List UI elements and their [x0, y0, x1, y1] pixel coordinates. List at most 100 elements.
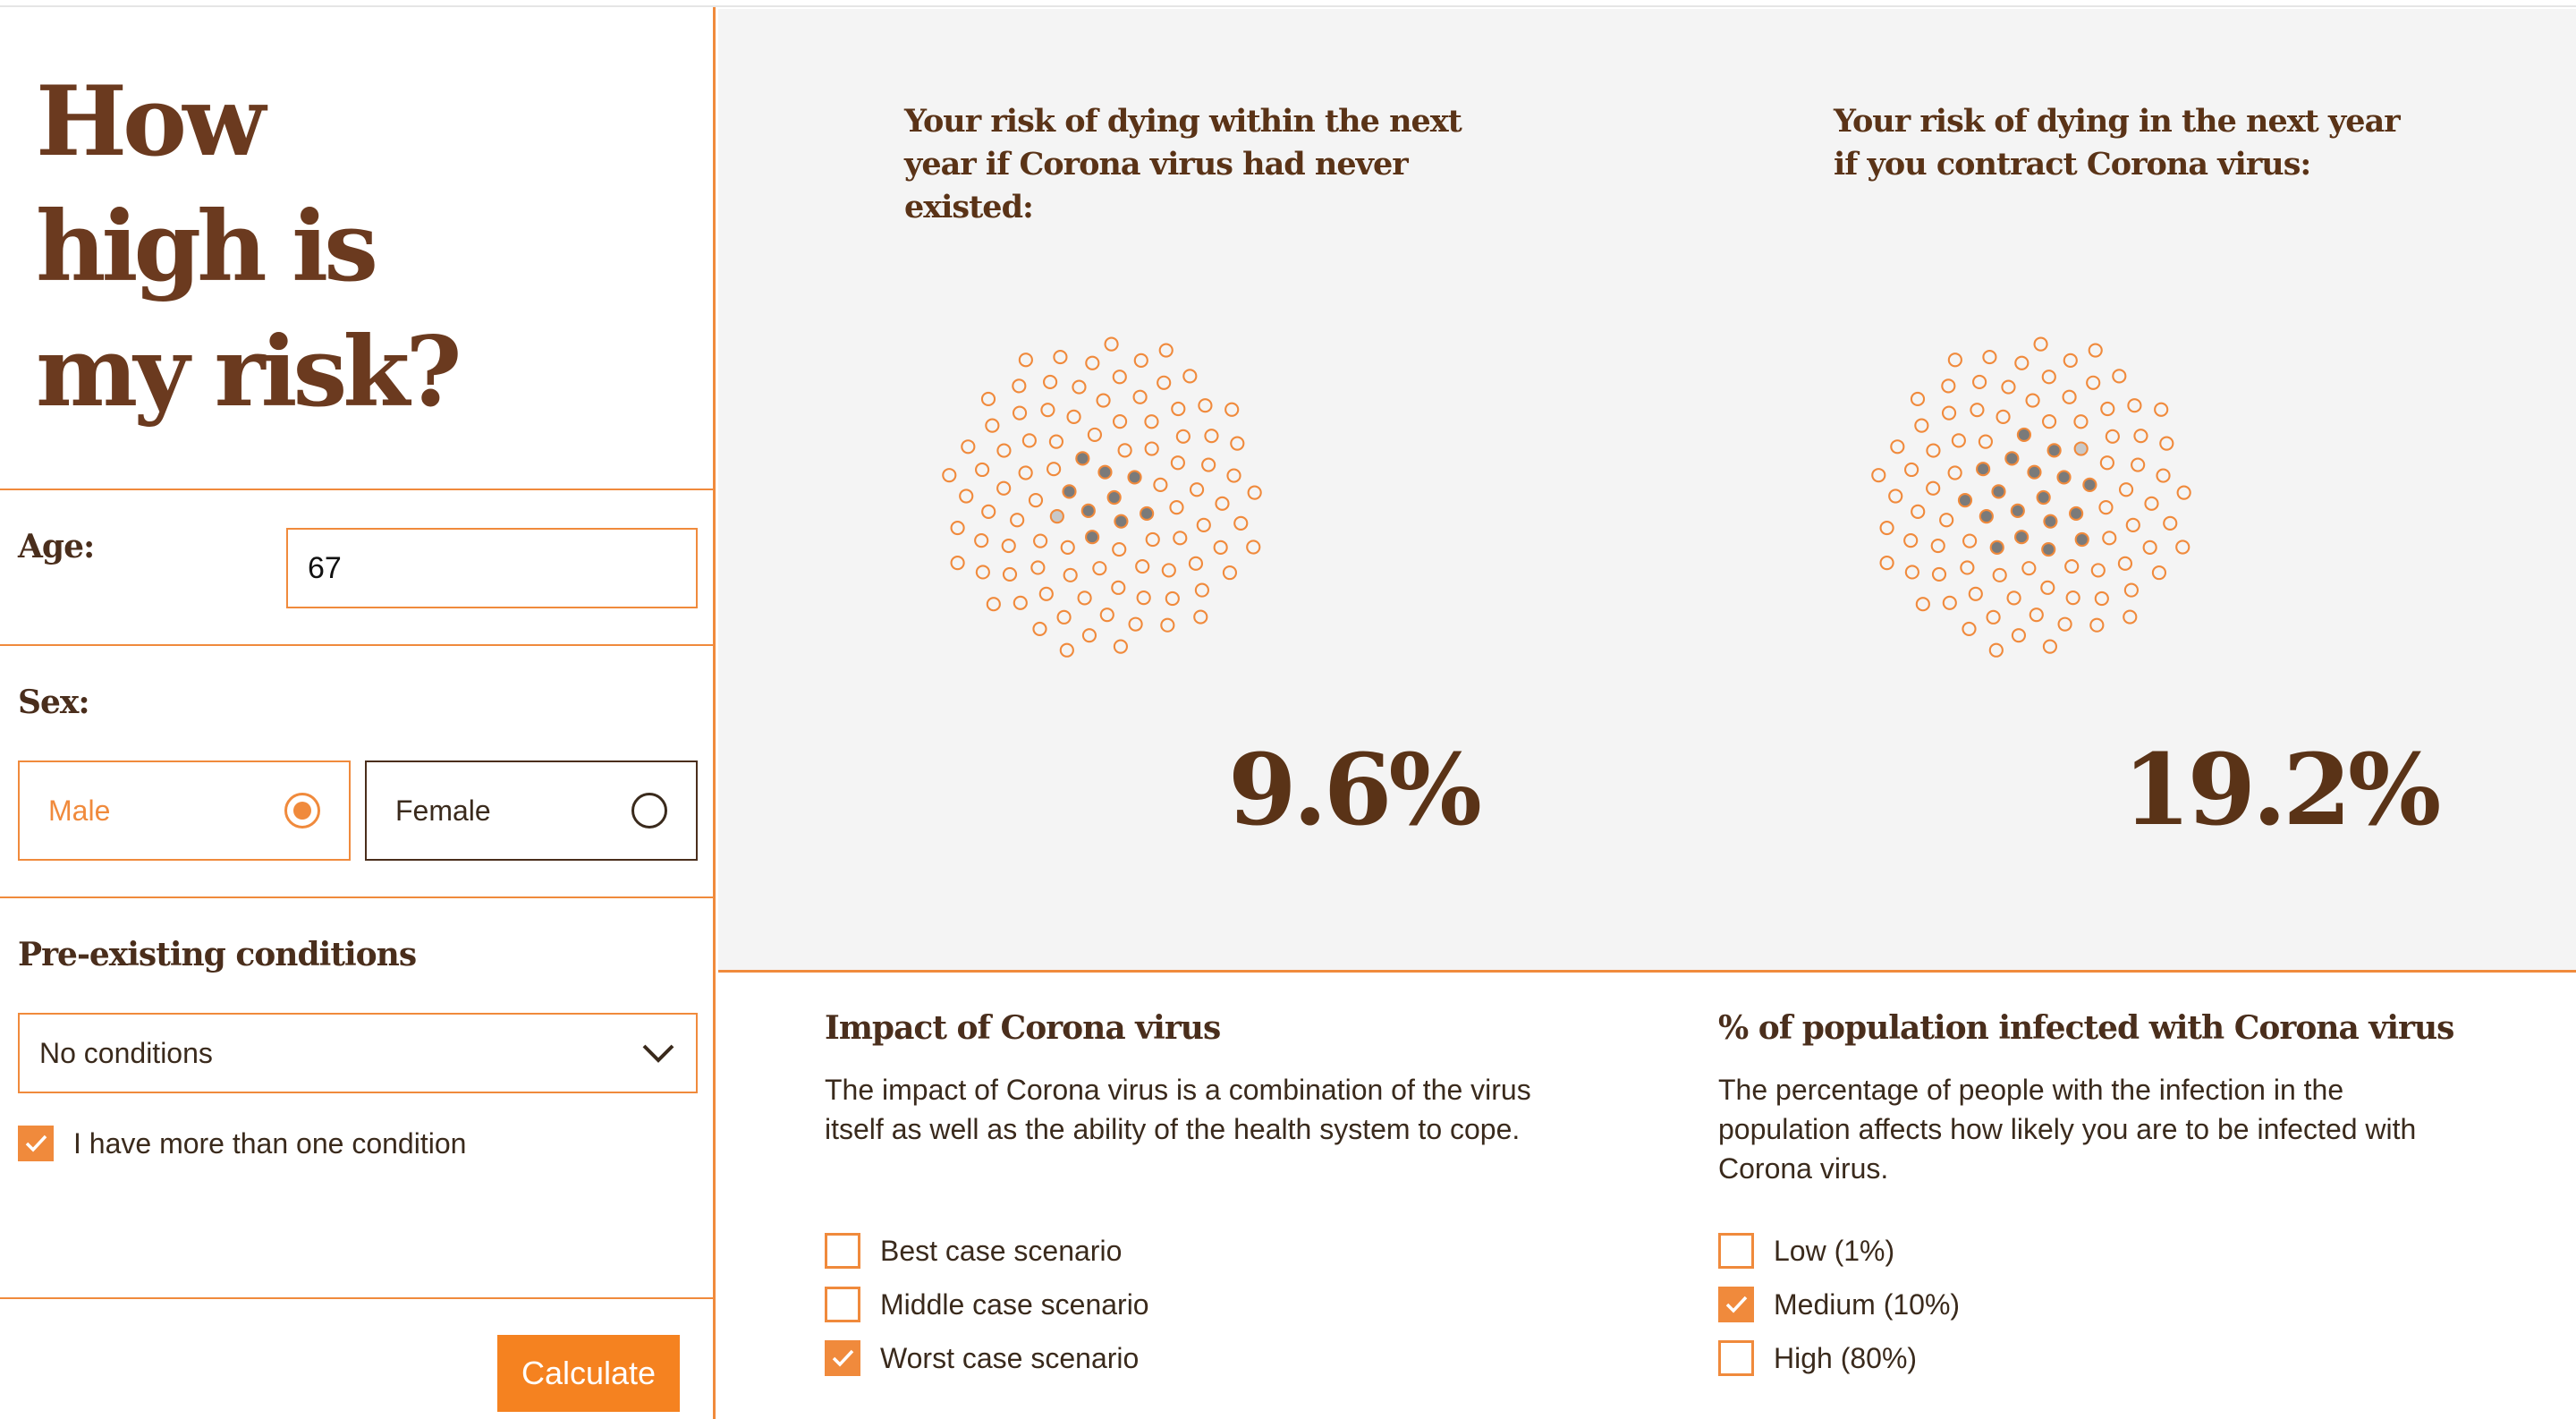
risk-dot-empty	[1233, 515, 1249, 531]
risk-dot-empty	[2041, 414, 2057, 429]
conditions-select[interactable]: No conditions	[18, 1013, 698, 1093]
population-option[interactable]: High (80%)	[1718, 1340, 1917, 1376]
risk-dot-empty	[1112, 414, 1128, 429]
risk-dot-empty	[1012, 405, 1028, 421]
risk-dot-empty	[1903, 533, 1919, 548]
risk-dot-empty	[980, 391, 996, 407]
risk-dot-empty	[1986, 609, 2001, 625]
risk-dot-empty	[1196, 517, 1211, 532]
risk-dot-empty	[1136, 591, 1151, 606]
risk-dot-empty	[2144, 496, 2159, 511]
risk-dot-empty	[1942, 595, 1957, 610]
sex-option-female[interactable]: Female	[365, 760, 698, 861]
sex-label: Sex:	[18, 684, 90, 721]
radio-selected-icon	[284, 793, 320, 828]
risk-dot-empty	[1053, 349, 1068, 365]
risk-dot-filled	[2082, 477, 2097, 492]
risk-dot-empty	[1063, 567, 1078, 582]
risk-dot-filled	[1140, 506, 1155, 522]
risk-dot-empty	[1888, 489, 1903, 504]
risk-dot-filled	[2014, 530, 2029, 545]
risk-dot-empty	[1013, 595, 1028, 610]
risk-dot-empty	[2123, 609, 2138, 625]
risk-dot-empty	[2176, 485, 2191, 500]
checkbox-checked-icon	[825, 1340, 860, 1376]
risk-dot-empty	[2102, 531, 2117, 546]
risk-dot-empty	[2105, 429, 2120, 444]
risk-dot-empty	[1081, 628, 1097, 643]
risk-dot-empty	[1113, 639, 1129, 654]
risk-dot-filled	[2046, 443, 2062, 458]
risk-dot-filled	[2027, 464, 2042, 480]
risk-dot-empty	[1972, 374, 1987, 390]
population-option[interactable]: Medium (10%)	[1718, 1287, 1960, 1322]
risk-dot-empty	[996, 443, 1012, 458]
risk-dot-empty	[1914, 418, 1929, 433]
impact-option[interactable]: Worst case scenario	[825, 1340, 1139, 1376]
risk-dot-empty	[996, 480, 1012, 496]
risk-dot-filled	[1080, 503, 1096, 518]
risk-dot-empty	[974, 533, 989, 548]
risk-dot-empty	[2098, 500, 2114, 515]
risk-dot-empty	[1092, 561, 1107, 576]
risk-dot-empty	[1145, 531, 1160, 548]
sex-option-label: Female	[395, 794, 491, 827]
risk-dot-empty	[1158, 343, 1174, 358]
risk-dot-empty	[2099, 455, 2114, 471]
risk-dot-empty	[1879, 556, 1894, 571]
risk-dot-empty	[2127, 398, 2142, 413]
risk-dot-empty	[1144, 414, 1159, 429]
baseline-risk-percent: 9.6%	[1228, 732, 1482, 847]
top-border	[0, 0, 2576, 7]
multi-condition-checkbox[interactable]: I have more than one condition	[18, 1126, 466, 1161]
risk-dot-empty	[2011, 628, 2027, 643]
risk-dot-empty	[2112, 369, 2127, 384]
risk-dot-empty	[1128, 616, 1143, 632]
risk-dot-empty	[1871, 468, 1886, 483]
age-input[interactable]: 67	[286, 528, 698, 608]
risk-dot-empty	[2001, 379, 2016, 395]
risk-dot-empty	[1890, 439, 1905, 455]
calculate-button[interactable]: Calculate	[497, 1335, 680, 1412]
risk-dot-empty	[1160, 617, 1175, 633]
risk-dot-empty	[1904, 462, 1919, 478]
risk-dot-empty	[1072, 379, 1087, 395]
risk-dot-filled	[1957, 493, 1973, 508]
chevron-down-icon	[642, 1044, 674, 1063]
risk-dot-empty	[1171, 401, 1186, 417]
risk-dot-empty	[1941, 378, 1956, 394]
risk-dot-filled	[1991, 484, 2006, 499]
risk-dot-empty	[2118, 482, 2134, 497]
risk-dot-empty	[1215, 496, 1230, 511]
divider	[0, 1297, 716, 1299]
risk-dot-empty	[1085, 355, 1100, 370]
risk-dot-empty	[1213, 540, 1228, 555]
risk-dot-empty	[1001, 538, 1016, 554]
risk-dot-empty	[1182, 369, 1198, 384]
risk-dot-empty	[1193, 609, 1208, 625]
risk-dot-empty	[1112, 541, 1127, 557]
risk-dot-empty	[1046, 462, 1062, 477]
risk-dot-partial	[1049, 509, 1064, 524]
risk-dot-empty	[1117, 443, 1132, 458]
risk-dot-filled	[1075, 451, 1090, 466]
risk-dot-empty	[986, 597, 1001, 612]
risk-dot-empty	[1926, 480, 1941, 496]
risk-dot-empty	[1947, 465, 1962, 480]
baseline-risk-dot-grid	[942, 336, 1262, 658]
risk-dot-empty	[2131, 457, 2146, 472]
impact-option-label: Worst case scenario	[880, 1341, 1140, 1374]
population-option[interactable]: Low (1%)	[1718, 1233, 1894, 1269]
risk-dot-empty	[1018, 353, 1033, 368]
risk-dot-empty	[1038, 586, 1054, 601]
risk-dot-empty	[2086, 375, 2101, 390]
risk-dot-empty	[1132, 389, 1148, 404]
impact-option[interactable]: Middle case scenario	[825, 1287, 1149, 1322]
sex-option-male[interactable]: Male	[18, 760, 351, 861]
impact-option[interactable]: Best case scenario	[825, 1233, 1122, 1269]
risk-dot-empty	[1112, 370, 1127, 385]
checkbox-unchecked-icon	[825, 1233, 860, 1269]
risk-dot-empty	[1043, 374, 1058, 390]
impact-heading: Impact of Corona virus	[825, 1009, 1221, 1047]
risk-dot-filled	[2016, 427, 2032, 443]
